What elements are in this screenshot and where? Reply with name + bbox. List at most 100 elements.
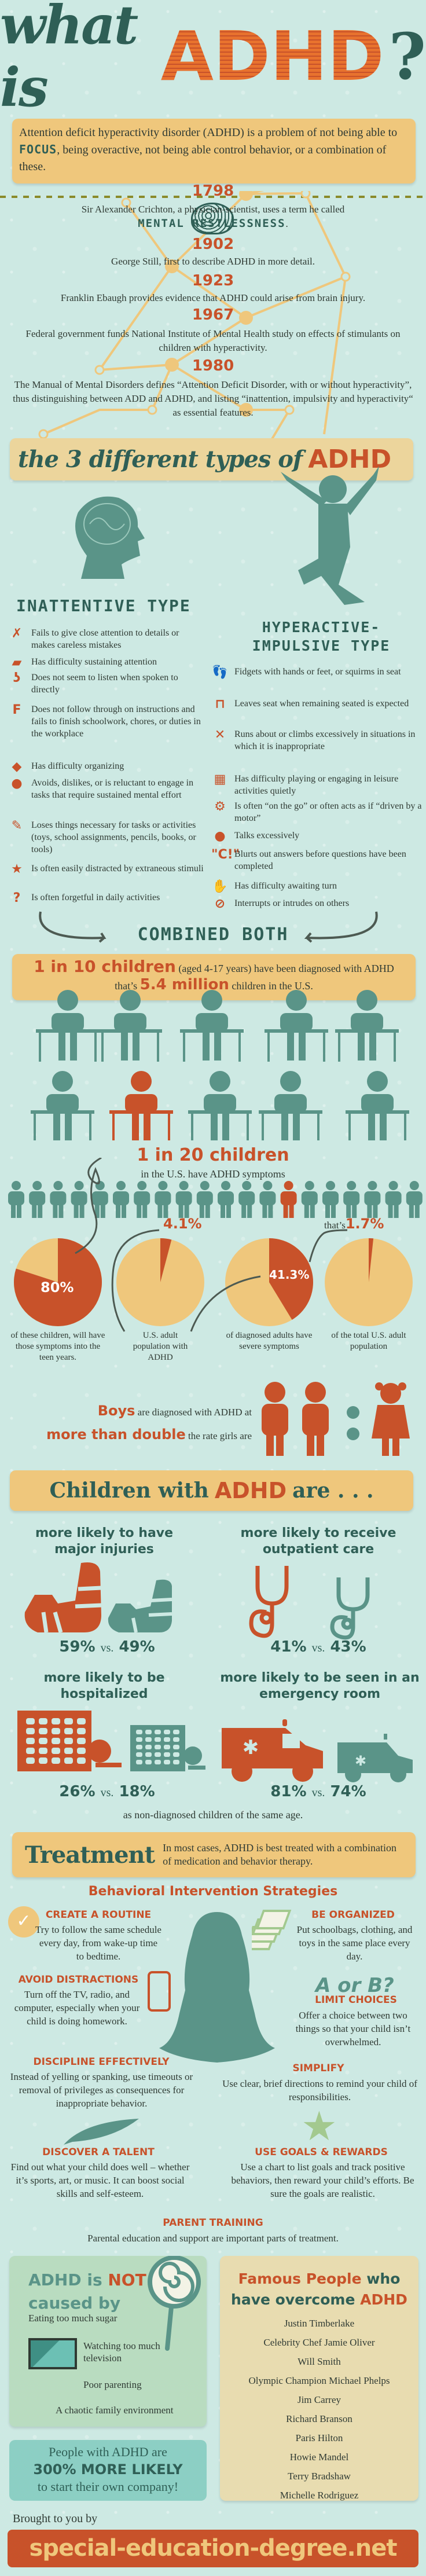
person-icon [406,1181,423,1218]
symptom-item: "C!" Blurts out answers before questions … [211,848,423,872]
inattentive-type-title: INATTENTIVE TYPE [16,596,191,615]
symptom-text: Has difficulty sustaining attention [31,657,157,667]
student-icon [98,990,162,1062]
strategy-title: DISCOVER A TALENT [42,2146,155,2158]
lollipop-icon [148,2256,201,2351]
symptom-item: ⚙ Is often “on the go” or often acts as i… [211,800,423,824]
stacked-papers-icon [252,1910,292,1950]
arm-cast-icon [24,1562,172,1633]
stat-value-adhd: 81% [270,1783,307,1800]
pie-chart [116,1238,204,1326]
treatment-box: Treatment In most cases, ADHD is best tr… [12,1832,416,1877]
strategy-title: AVOID DISTRACTIONS [18,1974,139,1986]
person-icon [113,1181,129,1218]
stat-hospitalized-values: 26% vs. 18% [9,1783,205,1800]
not-cause-item: Eating too much sugar [28,2313,117,2324]
timeline-connector-lines [0,191,426,465]
symptom-item: ◆ Has difficulty organizing [8,760,205,774]
symptom-item: ● Avoids, dislikes, or is reluctant to en… [8,777,205,801]
children-heading-end: are . . . [292,1478,374,1503]
symptom-item: ✗ Fails to give close attention to detail… [8,627,205,651]
stat-value-non-adhd: 18% [119,1783,155,1800]
jumping-child-icon [281,466,379,605]
timeline-desc: Sir Alexander Crichton, a physician-scie… [81,204,345,215]
site-link[interactable]: special-education-degree.net [8,2530,418,2567]
symptom-text: Fidgets with hands or feet, or squirms i… [234,667,401,677]
one-in-ten: 1 in 10 children [34,957,176,976]
symptom-item: ✋ Has difficulty awaiting turn [211,880,423,894]
title-adhd: ADHD [160,16,384,96]
person-icon [29,1181,46,1218]
stat-outpatient-values: 41% vs. 43% [220,1638,417,1656]
person-icon [91,1181,108,1218]
stat-title-emergency: more likely to be seen in an emergency r… [220,1671,420,1701]
symptom-item: ▰ Has difficulty sustaining attention [8,656,205,670]
famous-person: Justin Timberlake [284,2318,355,2329]
pie-slice [13,1238,102,1326]
person-icon [8,1181,24,1218]
intro-box: Attention deficit hyperactivity disorder… [12,119,416,184]
types-heading: the 3 different types of [18,446,303,473]
famous-person: Michelle Rodriguez [280,2490,359,2501]
symptom-item: ★ Is often easily distracted by extraneou… [8,863,205,876]
pie-label: 41.3% [269,1268,309,1282]
double-sentence: the rate girls are [188,1430,252,1441]
pie-label: 4.1% [163,1216,202,1232]
student-icon [259,1071,322,1140]
timeline-text: George Still, first to describe ADHD in … [111,256,315,267]
famous-t2: who [366,2270,401,2287]
strategy-text: Use clear, brief directions to remind yo… [222,2078,417,2102]
timeline-year: 1798 [192,182,234,200]
pencil-icon: ✎ [11,819,23,833]
stat-value-non-adhd: 74% [330,1783,366,1800]
footprints-icon: 👣 [212,665,228,680]
person-icon [134,1181,150,1218]
pie-caption: of these children, will have those sympt… [10,1331,105,1362]
girl-figure-icon [372,1382,410,1456]
famous-person: Howie Mandel [289,2452,349,2463]
symptom-text: Is often easily distracted by extraneous… [31,864,204,874]
people-row [8,1181,423,1218]
ear-icon: ʖ [13,671,21,685]
book-icon: ◆ [12,759,22,774]
boys-text: Boys are diagnosed with ADHD at more tha… [6,1400,252,1447]
children-heading-adhd: ADHD [214,1478,287,1503]
heading-is: is [87,2270,102,2289]
hyperactive-type-title: HYPERACTIVE- IMPULSIVE TYPE [234,618,408,655]
symptom-text: Interrupts or intrudes on others [234,898,350,908]
famous-t3: have overcome [231,2291,355,2308]
pie-label: 80% [41,1279,74,1296]
symptom-text: Has difficulty awaiting turn [234,881,337,891]
pie-caption: of the total U.S. adult population [331,1331,406,1351]
symptom-text: Has difficulty playing or engaging in le… [234,774,399,796]
stat-value-adhd: 41% [270,1638,307,1656]
symptom-text: Does not follow through on instructions … [31,704,201,739]
prevalence-thats: that’s [115,980,138,992]
raised-hand-icon: ✋ [212,879,228,894]
person-icon [238,1181,255,1218]
student-highlighted-icon [109,1071,173,1140]
strategy-text: Find out what your child does well – whe… [10,2162,190,2199]
symptom-text: Is often forgetful in daily activities [31,893,160,902]
timeline-text: The Manual of Mental Disorders defines “… [13,379,413,418]
timeline-punct: . [285,218,288,229]
curly-arrows [75,1158,348,1332]
student-icon [265,990,328,1062]
famous-people-box: Famous People who have overcome ADHD Just… [220,2256,418,2501]
strategy-title: DISCIPLINE EFFECTIVELY [33,2056,170,2068]
person-icon [196,1181,213,1218]
tv-icon [28,2338,77,2369]
stat-title-injuries: more likely to have major injuries [35,1526,174,1557]
strategy-text: Put schoolbags, clothing, and toys in th… [296,1924,413,1962]
stat-value-non-adhd: 43% [330,1638,366,1656]
children-footnote: as non-diagnosed children of the same ag… [123,1809,303,1821]
person-icon [218,1181,234,1218]
famous-person: Celebrity Chef Jamie Oliver [263,2337,375,2348]
person-icon [155,1181,171,1218]
ambulance-icon: ✱ ✱ [222,1719,413,1782]
symptom-item: ? Is often forgetful in daily activities [8,891,205,905]
entrepreneur-highlight: 300% MORE LIKELY [33,2461,183,2478]
symptom-text: Has difficulty organizing [31,761,124,771]
symptom-item: ▦ Has difficulty playing or engaging in l… [211,773,423,797]
timeline-text: Federal government funds National Instit… [25,328,401,353]
